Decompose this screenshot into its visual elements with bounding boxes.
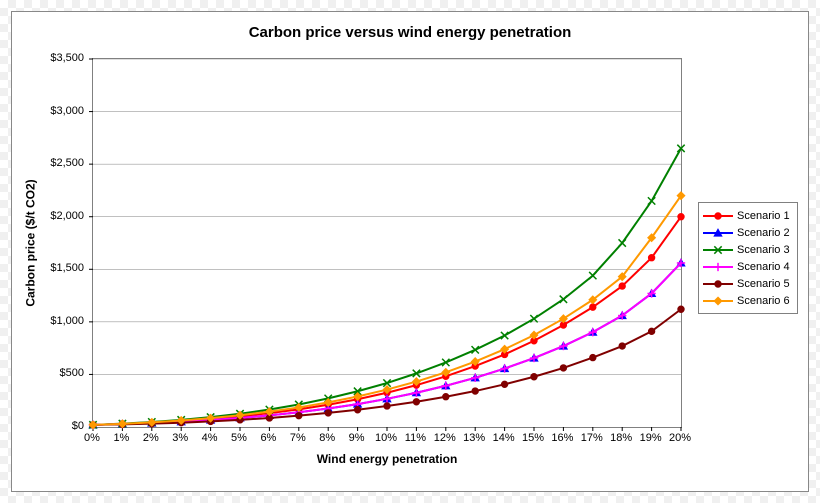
- y-tick-label: $2,000: [34, 210, 84, 222]
- legend-item: Scenario 3: [703, 241, 793, 258]
- y-tick-label: $3,000: [34, 105, 84, 117]
- legend-item: Scenario 1: [703, 207, 793, 224]
- legend-label: Scenario 4: [737, 261, 790, 273]
- x-tick-label: 17%: [581, 432, 603, 444]
- x-tick-label: 0%: [84, 432, 100, 444]
- x-tick-label: 1%: [113, 432, 129, 444]
- legend-label: Scenario 2: [737, 227, 790, 239]
- y-tick-label: $2,500: [34, 157, 84, 169]
- legend-label: Scenario 6: [737, 295, 790, 307]
- legend-item: Scenario 5: [703, 275, 793, 292]
- x-tick-label: 5%: [231, 432, 247, 444]
- x-tick-label: 4%: [202, 432, 218, 444]
- legend-swatch: [703, 243, 733, 257]
- y-tick-label: $1,000: [34, 315, 84, 327]
- legend-item: Scenario 4: [703, 258, 793, 275]
- y-tick-label: $3,500: [34, 52, 84, 64]
- chart-panel: Carbon price versus wind energy penetrat…: [11, 11, 809, 492]
- x-axis-label: Wind energy penetration: [92, 452, 682, 466]
- x-tick-label: 7%: [290, 432, 306, 444]
- x-tick-label: 9%: [349, 432, 365, 444]
- legend-label: Scenario 1: [737, 210, 790, 222]
- x-tick-label: 6%: [260, 432, 276, 444]
- legend-label: Scenario 3: [737, 244, 790, 256]
- x-tick-label: 2%: [143, 432, 159, 444]
- legend-swatch: [703, 226, 733, 240]
- legend-item: Scenario 2: [703, 224, 793, 241]
- legend: Scenario 1 Scenario 2 Scenario 3 Scenario 4…: [698, 202, 798, 314]
- legend-swatch: [703, 277, 733, 291]
- x-tick-label: 15%: [522, 432, 544, 444]
- x-tick-label: 16%: [551, 432, 573, 444]
- plot-area: [92, 58, 682, 428]
- legend-swatch: [703, 294, 733, 308]
- plot-svg: [93, 59, 681, 427]
- x-tick-label: 10%: [375, 432, 397, 444]
- x-tick-label: 13%: [463, 432, 485, 444]
- y-tick-label: $1,500: [34, 262, 84, 274]
- x-tick-label: 12%: [434, 432, 456, 444]
- x-tick-label: 3%: [172, 432, 188, 444]
- x-tick-label: 20%: [669, 432, 691, 444]
- x-tick-label: 18%: [610, 432, 632, 444]
- chart-title: Carbon price versus wind energy penetrat…: [12, 24, 808, 41]
- legend-item: Scenario 6: [703, 292, 793, 309]
- x-tick-label: 8%: [319, 432, 335, 444]
- y-tick-label: $500: [34, 367, 84, 379]
- x-tick-label: 19%: [640, 432, 662, 444]
- legend-label: Scenario 5: [737, 278, 790, 290]
- legend-swatch: [703, 209, 733, 223]
- x-tick-label: 11%: [405, 432, 426, 444]
- x-tick-label: 14%: [493, 432, 515, 444]
- legend-swatch: [703, 260, 733, 274]
- y-tick-label: $0: [34, 420, 84, 432]
